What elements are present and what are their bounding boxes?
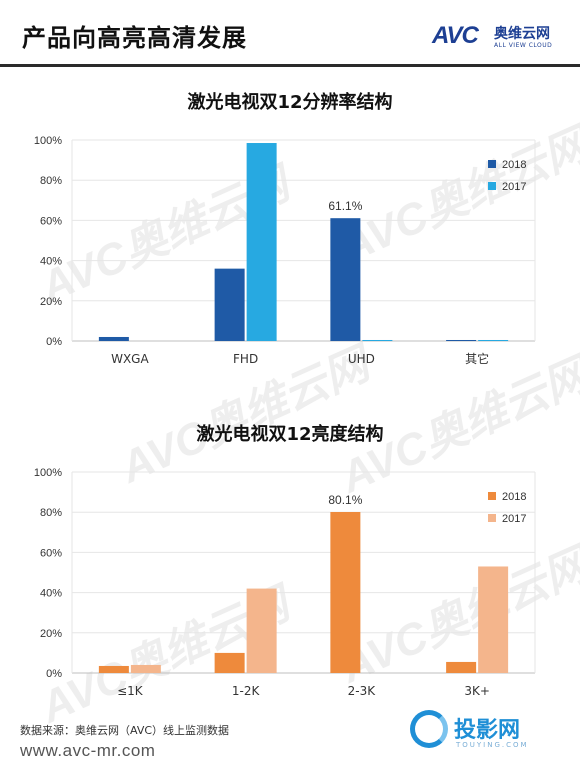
- page-title: 产品向高亮高清发展: [22, 24, 247, 52]
- touying-badge: 投影网 TOUYING.COM: [410, 708, 570, 758]
- website-url[interactable]: www.avc-mr.com: [20, 741, 156, 760]
- brightness-chart: 0% 20% 40% 60% 80% 100% ≤1K 1-2K 80.1% 2-3K 3K+ 201…: [34, 467, 536, 698]
- bar-2017-3: [478, 566, 509, 673]
- bar-2017-1: [246, 143, 277, 341]
- data-source-note: 数据来源：奥维云网（AVC）线上监测数据: [20, 724, 230, 737]
- resolution-chart: 0% 20% 40% 60% 80% 100% WXGA FHD 61.1% UHD 其它 2018 2…: [34, 135, 536, 366]
- y-tick-label: 80%: [40, 175, 62, 187]
- legend-label: 2018: [502, 491, 526, 503]
- bar-2018-1: [214, 652, 245, 673]
- x-tick-label: 2-3K: [348, 684, 377, 698]
- x-tick-label: UHD: [348, 352, 375, 366]
- badge-ring-icon: [410, 710, 448, 748]
- legend-swatch-2018: [488, 492, 496, 500]
- bar-2018-3: [446, 661, 477, 673]
- bar-2018-3: [446, 339, 477, 341]
- legend-label: 2017: [502, 181, 526, 193]
- y-tick-label: 0%: [46, 668, 62, 680]
- logo-cn-text: 奥维云网: [494, 26, 550, 42]
- legend-swatch-2017: [488, 182, 496, 190]
- bar-2017-3: [478, 339, 509, 341]
- badge-text: 投影网: [454, 718, 521, 743]
- bar-2017-1: [246, 588, 277, 673]
- legend-swatch-2018: [488, 160, 496, 168]
- logo-en-text: ALL VIEW CLOUD: [494, 42, 553, 49]
- data-label: 80.1%: [328, 493, 362, 507]
- x-tick-label: WXGA: [111, 352, 149, 366]
- legend-swatch-2017: [488, 514, 496, 522]
- bar-2017-0: [130, 664, 161, 673]
- chart-title-resolution: 激光电视双12分辨率结构: [187, 92, 393, 113]
- chart-title-brightness: 激光电视双12亮度结构: [196, 424, 384, 445]
- y-tick-label: 20%: [40, 628, 62, 640]
- legend-label: 2017: [502, 513, 526, 525]
- x-tick-label: 3K+: [464, 684, 490, 698]
- y-tick-label: 60%: [40, 215, 62, 227]
- y-tick-label: 100%: [34, 467, 62, 479]
- y-tick-label: 80%: [40, 507, 62, 519]
- y-tick-label: 60%: [40, 547, 62, 559]
- bar-2018-2: [330, 218, 361, 341]
- x-tick-label: 其它: [465, 351, 489, 366]
- x-tick-label: ≤1K: [117, 684, 144, 698]
- bar-2017-2: [362, 339, 393, 341]
- bar-2018-1: [214, 268, 245, 341]
- logo-avc-text: AVC: [432, 22, 479, 49]
- header-divider: [0, 64, 580, 67]
- bar-2018-0: [98, 336, 129, 341]
- avc-logo: AVC 奥维云网 ALL VIEW CLOUD: [432, 22, 562, 52]
- bar-2018-0: [98, 665, 129, 673]
- x-tick-label: 1-2K: [232, 684, 261, 698]
- bar-2018-2: [330, 511, 361, 673]
- y-tick-label: 40%: [40, 588, 62, 600]
- badge-subtext: TOUYING.COM: [456, 741, 529, 749]
- data-label: 61.1%: [328, 199, 362, 213]
- y-tick-label: 40%: [40, 256, 62, 268]
- y-tick-label: 100%: [34, 135, 62, 147]
- legend-label: 2018: [502, 159, 526, 171]
- x-tick-label: FHD: [233, 352, 258, 366]
- y-tick-label: 0%: [46, 336, 62, 348]
- y-tick-label: 20%: [40, 296, 62, 308]
